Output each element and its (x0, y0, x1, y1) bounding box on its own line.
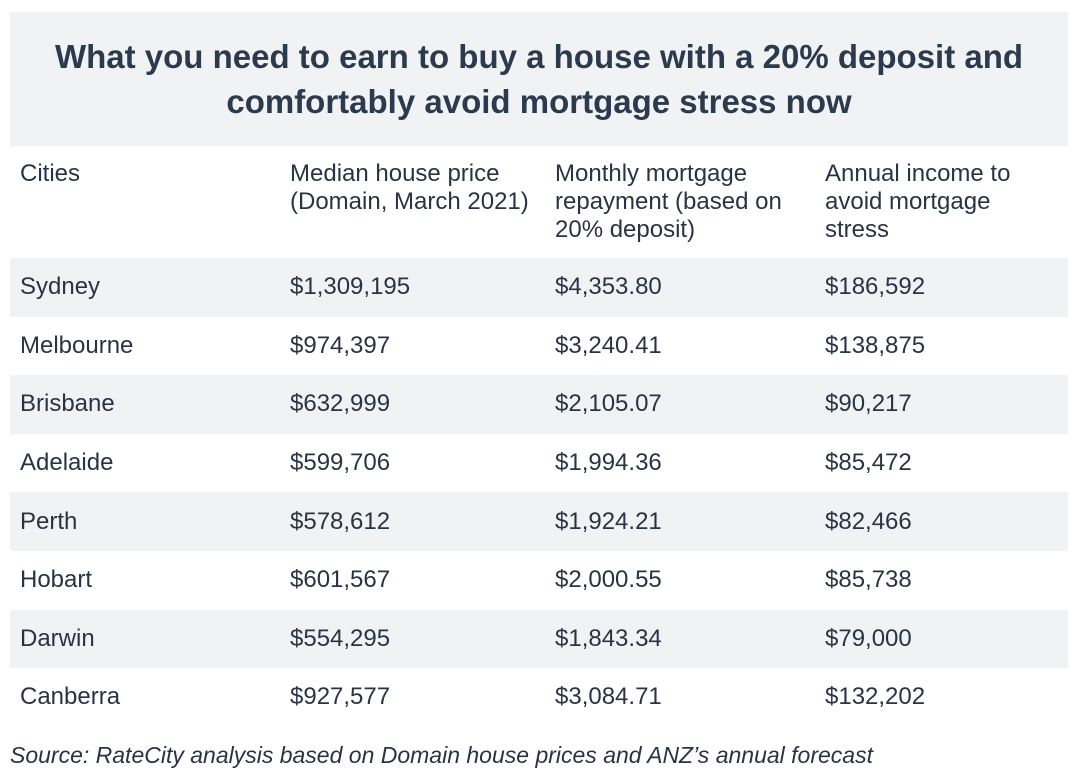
table-row: Canberra $927,577 $3,084.71 $132,202 (10, 668, 1068, 727)
annual-income-cell: $85,472 (815, 433, 1068, 493)
median-price-cell: $1,309,195 (280, 258, 545, 317)
annual-income-cell: $186,592 (815, 258, 1068, 317)
column-header-cities: Cities (10, 146, 280, 258)
monthly-repayment-cell: $1,843.34 (545, 609, 815, 669)
table-row: Sydney $1,309,195 $4,353.80 $186,592 (10, 258, 1068, 317)
city-cell: Sydney (10, 258, 280, 317)
monthly-repayment-cell: $1,994.36 (545, 433, 815, 493)
table-row: Melbourne $974,397 $3,240.41 $138,875 (10, 316, 1068, 376)
source-note: Source: RateCity analysis based on Domai… (10, 742, 873, 768)
monthly-repayment-cell: $2,000.55 (545, 550, 815, 610)
title-banner: What you need to earn to buy a house wit… (10, 12, 1068, 146)
column-header-median-price: Median house price (Domain, March 2021) (280, 146, 545, 258)
annual-income-cell: $132,202 (815, 668, 1068, 727)
monthly-repayment-cell: $1,924.21 (545, 492, 815, 551)
table-row: Brisbane $632,999 $2,105.07 $90,217 (10, 375, 1068, 434)
city-cell: Hobart (10, 550, 280, 610)
median-price-cell: $578,612 (280, 492, 545, 551)
table-row: Darwin $554,295 $1,843.34 $79,000 (10, 609, 1068, 669)
median-price-cell: $927,577 (280, 668, 545, 727)
median-price-cell: $632,999 (280, 375, 545, 434)
table-row: Hobart $601,567 $2,000.55 $85,738 (10, 550, 1068, 610)
annual-income-cell: $85,738 (815, 550, 1068, 610)
median-price-cell: $554,295 (280, 609, 545, 669)
annual-income-cell: $90,217 (815, 375, 1068, 434)
city-cell: Brisbane (10, 375, 280, 434)
column-header-annual-income: Annual income to avoid mortgage stress (815, 146, 1068, 258)
city-cell: Darwin (10, 609, 280, 669)
annual-income-cell: $82,466 (815, 492, 1068, 551)
annual-income-cell: $138,875 (815, 316, 1068, 376)
median-price-cell: $974,397 (280, 316, 545, 376)
housing-affordability-table: Cities Median house price (Domain, March… (10, 146, 1068, 727)
table-row: Adelaide $599,706 $1,994.36 $85,472 (10, 433, 1068, 493)
city-cell: Melbourne (10, 316, 280, 376)
city-cell: Canberra (10, 668, 280, 727)
table-title: What you need to earn to buy a house wit… (54, 38, 1024, 120)
table-row: Perth $578,612 $1,924.21 $82,466 (10, 492, 1068, 551)
annual-income-cell: $79,000 (815, 609, 1068, 669)
city-cell: Adelaide (10, 433, 280, 493)
monthly-repayment-cell: $3,240.41 (545, 316, 815, 376)
column-header-monthly-repayment: Monthly mortgage repayment (based on 20%… (545, 146, 815, 258)
monthly-repayment-cell: $4,353.80 (545, 258, 815, 317)
header-row: Cities Median house price (Domain, March… (10, 146, 1068, 258)
median-price-cell: $601,567 (280, 550, 545, 610)
city-cell: Perth (10, 492, 280, 551)
median-price-cell: $599,706 (280, 433, 545, 493)
table-card: What you need to earn to buy a house wit… (10, 12, 1068, 727)
monthly-repayment-cell: $3,084.71 (545, 668, 815, 727)
monthly-repayment-cell: $2,105.07 (545, 375, 815, 434)
